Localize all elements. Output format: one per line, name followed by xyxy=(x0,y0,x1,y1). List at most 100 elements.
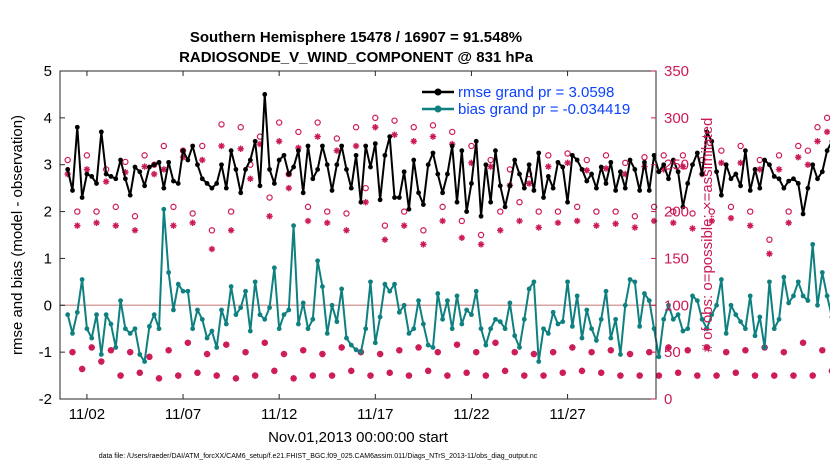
obs-assimilated-point xyxy=(194,369,201,376)
obs-possible-point xyxy=(573,203,581,211)
obs-assimilated-point xyxy=(703,344,711,351)
bias-series-point xyxy=(339,286,345,292)
rmse-series-point xyxy=(440,190,445,196)
bias-series-point xyxy=(233,312,239,318)
legend-rmse-marker xyxy=(434,88,442,96)
rmse-series-point xyxy=(464,209,470,214)
obs-assimilated-point xyxy=(271,367,278,375)
obs-possible-point xyxy=(602,152,610,159)
bias-series-point xyxy=(425,342,431,348)
rmse-series-point xyxy=(469,181,474,186)
y-right-tick-label: 350 xyxy=(664,63,689,80)
rmse-series-point xyxy=(74,124,80,130)
obs-possible-point xyxy=(131,213,139,220)
obs-assimilated-point xyxy=(473,348,480,356)
y-right-tick-label: 150 xyxy=(664,250,689,267)
obs-assimilated-point xyxy=(170,222,177,229)
bias-series-point xyxy=(185,288,191,294)
obs-possible-point xyxy=(74,208,81,215)
axes-box xyxy=(59,70,657,400)
obs-assimilated-point xyxy=(497,227,504,234)
obs-assimilated-point xyxy=(549,348,557,356)
obs-assimilated-point xyxy=(424,367,432,375)
obs-assimilated-point xyxy=(319,350,326,358)
bias-series-layer xyxy=(65,206,830,364)
y-tick-label: 5 xyxy=(44,63,52,80)
bias-series-point xyxy=(618,352,623,357)
obs-possible-point xyxy=(429,122,437,129)
legend: rmse grand pr = 3.0598 bias grand pr = -… xyxy=(422,84,630,118)
rmse-series-point xyxy=(425,162,431,168)
rmse-series-point xyxy=(358,199,364,205)
obs-assimilated-point xyxy=(718,159,725,167)
rmse-series-point xyxy=(271,181,277,186)
rmse-series-point xyxy=(603,181,609,186)
bias-series-point xyxy=(786,300,792,306)
rmse-series-point xyxy=(728,176,734,182)
bias-series-point xyxy=(776,316,782,322)
obs-assimilated-point xyxy=(434,348,441,356)
bias-series-point xyxy=(320,284,325,289)
rmse-series-point xyxy=(478,213,484,219)
obs-assimilated-point xyxy=(242,348,249,356)
obs-possible-point xyxy=(737,142,744,150)
rmse-series-point xyxy=(531,188,537,193)
obs-possible-point xyxy=(660,152,667,159)
x-tick-label: 11/12 xyxy=(261,406,297,423)
bias-series-point xyxy=(449,326,455,332)
obs-assimilated-point xyxy=(372,124,379,131)
obs-assimilated-point xyxy=(501,367,509,375)
obs-assimilated-point xyxy=(598,369,605,376)
obs-possible-point xyxy=(324,208,331,215)
obs-assimilated-point xyxy=(324,219,331,227)
bias-series-point xyxy=(310,316,316,322)
bias-series-point xyxy=(800,293,806,299)
bias-series-point xyxy=(243,288,248,294)
obs-assimilated-point xyxy=(74,222,81,229)
rmse-series-point xyxy=(800,211,806,217)
bias-series-point xyxy=(545,331,551,336)
rmse-series-point xyxy=(555,159,561,165)
rmse-series-point xyxy=(459,148,465,154)
obs-possible-point xyxy=(583,156,590,164)
rmse-series-point xyxy=(70,188,75,193)
rmse-series-point xyxy=(762,157,768,163)
x-tick-label: 11/27 xyxy=(549,406,585,423)
bias-series-point xyxy=(675,312,681,318)
y-tick-label: 0 xyxy=(44,297,52,314)
obs-assimilated-point xyxy=(593,222,600,229)
rmse-series-point xyxy=(406,206,412,212)
bias-series-point xyxy=(762,345,768,350)
rmse-series-point xyxy=(483,162,489,168)
rmse-series-point xyxy=(228,148,234,154)
obs-assimilated-point xyxy=(511,348,518,356)
rmse-series-point xyxy=(473,138,479,144)
obs-assimilated-point xyxy=(117,372,124,379)
rmse-series-point xyxy=(276,157,282,163)
rmse-series-point xyxy=(103,171,109,177)
rmse-series-point xyxy=(238,190,244,196)
obs-assimilated-point xyxy=(771,372,778,379)
rmse-series-point xyxy=(680,204,686,210)
bias-series-point xyxy=(507,300,513,306)
bias-series-point xyxy=(795,279,801,285)
obs-assimilated-point xyxy=(429,133,437,140)
rmse-series-point xyxy=(497,183,503,189)
bias-series-point xyxy=(454,293,460,299)
bias-series-point xyxy=(435,291,441,296)
rmse-series-point xyxy=(757,185,763,191)
bias-series-point xyxy=(637,323,643,329)
bias-series-point xyxy=(738,319,743,325)
rmse-series-point xyxy=(79,195,85,200)
rmse-series-point xyxy=(267,167,272,172)
obs-possible-point xyxy=(775,152,783,159)
bias-series-point xyxy=(526,286,532,292)
y-tick-label: 1 xyxy=(44,250,52,267)
obs-possible-point xyxy=(141,152,148,159)
rmse-series-point xyxy=(382,152,388,158)
bias-series-point xyxy=(579,335,585,341)
rmse-series-point xyxy=(223,185,229,191)
bias-series-point xyxy=(497,319,503,325)
obs-assimilated-point xyxy=(415,344,422,351)
rmse-series-point xyxy=(598,164,604,170)
